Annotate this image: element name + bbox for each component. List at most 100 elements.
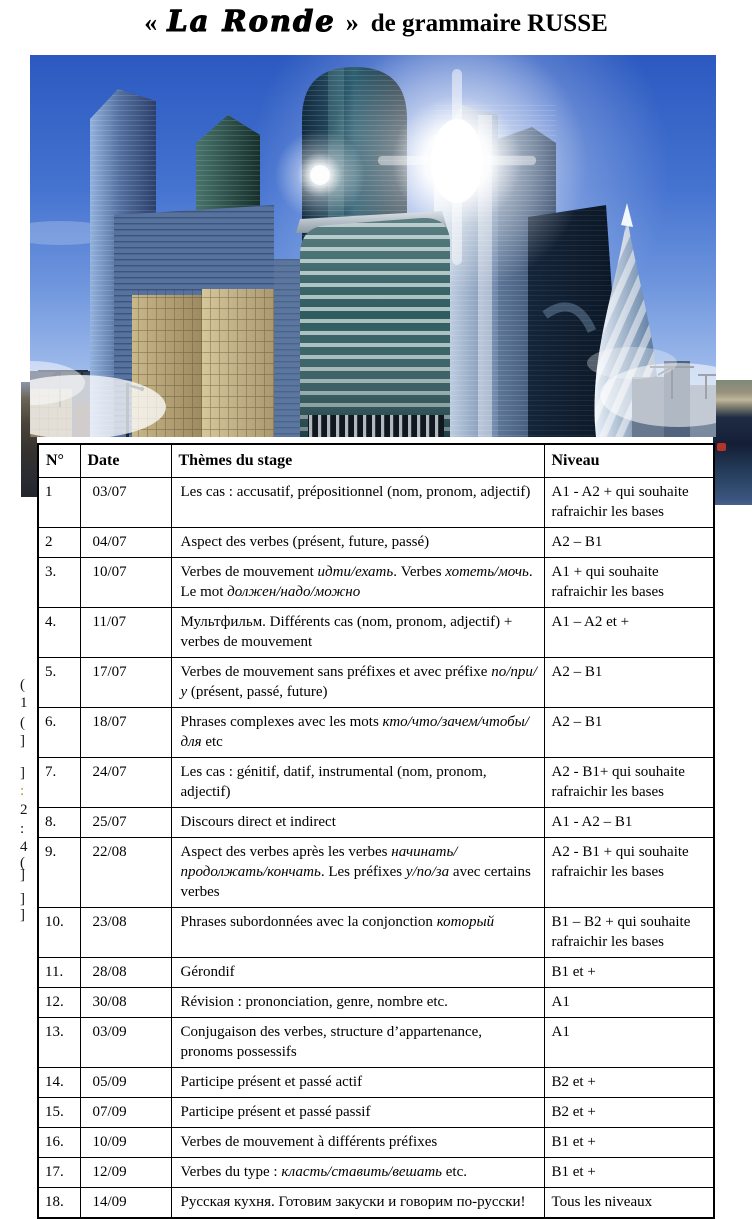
schedule-table: N° Date Thèmes du stage Niveau 1 03/07 Les ca…	[37, 443, 715, 1219]
header-num: N°	[37, 443, 81, 478]
cell-num: 10.	[37, 907, 81, 958]
theme-russian-italic: класть/ставить/вешать	[281, 1164, 442, 1180]
cell-num: 2	[37, 527, 81, 558]
theme-text: Мультфильм. Différents cas (nom, pronom,…	[180, 614, 513, 650]
theme-text: Verbes de mouvement	[180, 564, 318, 580]
cell-date: 05/09	[79, 1067, 172, 1098]
theme-text: Participe présent et passé actif	[180, 1074, 363, 1090]
header-theme: Thèmes du stage	[170, 443, 545, 478]
cell-theme: Les cas : accusatif, prépositionnel (nom…	[170, 477, 545, 528]
cell-theme: Phrases complexes avec les mots кто/что/…	[170, 707, 545, 758]
table-row: 12. 30/08 Révision : prononciation, genre,…	[37, 987, 715, 1018]
cell-date: 03/09	[79, 1017, 172, 1068]
theme-text: . Le mot	[180, 564, 533, 600]
text-fragment: 2	[20, 802, 28, 818]
cell-date: 10/07	[79, 557, 172, 608]
table-row: 5. 17/07 Verbes de mouvement sans préfixes…	[37, 657, 715, 708]
text-fragment: ]	[20, 891, 25, 907]
cell-num: 17.	[37, 1157, 81, 1188]
title-close-quote: »	[345, 8, 359, 37]
theme-text: Les cas : génitif, datif, instrumental (…	[180, 764, 487, 800]
cell-date: 07/09	[79, 1097, 172, 1128]
cell-niveau: A1 - A2 – B1	[543, 807, 715, 838]
cell-date: 11/07	[79, 607, 172, 658]
cell-num: 6.	[37, 707, 81, 758]
cell-num: 7.	[37, 757, 81, 808]
theme-russian-italic: хотеть/мочь	[445, 564, 529, 580]
theme-text: etc.	[442, 1164, 467, 1180]
table-row: 11. 28/08 Gérondif B1 et +	[37, 957, 715, 988]
cell-num: 3.	[37, 557, 81, 608]
moscow-city-photo	[30, 55, 716, 437]
table-row: 10. 23/08 Phrases subordonnées avec la con…	[37, 907, 715, 958]
text-fragment: 1	[20, 695, 28, 711]
cell-num: 5.	[37, 657, 81, 708]
theme-text: Phrases complexes avec les mots	[180, 714, 383, 730]
theme-text: Phrases subordonnées avec la conjonction	[180, 914, 437, 930]
text-fragment: ]	[20, 907, 25, 923]
cell-theme: Verbes de mouvement à différents préfixe…	[170, 1127, 545, 1158]
theme-russian-italic: у/по/за	[405, 864, 450, 880]
cell-date: 23/08	[79, 907, 172, 958]
cell-date: 17/07	[79, 657, 172, 708]
table-row: 13. 03/09 Conjugaison des verbes, structur…	[37, 1017, 715, 1068]
table-row: 16. 10/09 Verbes de mouvement à différents…	[37, 1127, 715, 1158]
header-date: Date	[79, 443, 172, 478]
header-niveau: Niveau	[543, 443, 715, 478]
cell-num: 8.	[37, 807, 81, 838]
cell-num: 9.	[37, 837, 81, 908]
table-row: 7. 24/07 Les cas : génitif, datif, instrum…	[37, 757, 715, 808]
theme-text: Aspect des verbes après les verbes	[180, 844, 392, 860]
cell-theme: Conjugaison des verbes, structure d’appa…	[170, 1017, 545, 1068]
cell-date: 25/07	[79, 807, 172, 838]
cell-date: 22/08	[79, 837, 172, 908]
title-brand: La Ronde	[167, 3, 336, 38]
cell-date: 04/07	[79, 527, 172, 558]
theme-text: . Verbes	[393, 564, 446, 580]
cell-niveau: A2 - B1+ qui souhaite rafraichir les bas…	[543, 757, 715, 808]
text-fragment: :	[20, 783, 25, 799]
cell-niveau: A1 - A2 + qui souhaite rafraichir les ba…	[543, 477, 715, 528]
theme-russian-italic: кто/что/зачем/чтобы/для	[180, 714, 530, 750]
cell-num: 15.	[37, 1097, 81, 1128]
cell-theme: Verbes de mouvement идти/ехать. Verbes х…	[170, 557, 545, 608]
text-fragment: (	[20, 715, 25, 731]
cell-theme: Les cas : génitif, datif, instrumental (…	[170, 757, 545, 808]
cell-date: 10/09	[79, 1127, 172, 1158]
cell-niveau: A2 – B1	[543, 707, 715, 758]
cell-num: 18.	[37, 1187, 81, 1219]
theme-russian-italic: должен/надо/можно	[227, 584, 361, 600]
theme-text: Русская кухня. Готовим закуски и говорим…	[180, 1194, 526, 1210]
text-fragment: ]	[20, 765, 25, 781]
document-page: { "title": { "prefix": "«", "brand": "La…	[20, 3, 752, 1219]
cell-theme: Verbes du type : класть/ставить/вешать e…	[170, 1157, 545, 1188]
theme-text: Aspect des verbes (présent, future, pass…	[180, 534, 430, 550]
cell-niveau: A1 – A2 et +	[543, 607, 715, 658]
text-fragment: ]	[20, 733, 25, 749]
table-row: 4. 11/07 Мультфильм. Différents cas (nom, …	[37, 607, 715, 658]
cell-niveau: A1 + qui souhaite rafraichir les bases	[543, 557, 715, 608]
table-row: 2 04/07 Aspect des verbes (présent, future…	[37, 527, 715, 558]
cell-num: 11.	[37, 957, 81, 988]
text-fragment: :	[20, 821, 25, 837]
cell-niveau: B2 et +	[543, 1067, 715, 1098]
cell-theme: Participe présent et passé passif	[170, 1097, 545, 1128]
cell-num: 4.	[37, 607, 81, 658]
cell-niveau: B1 et +	[543, 1127, 715, 1158]
text-fragment: 4	[20, 839, 28, 855]
table-row: 1 03/07 Les cas : accusatif, prépositionne…	[37, 477, 715, 528]
table-row: 6. 18/07 Phrases complexes avec les mots к…	[37, 707, 715, 758]
cell-date: 12/09	[79, 1157, 172, 1188]
schedule-table-head: N° Date Thèmes du stage Niveau	[37, 443, 715, 478]
theme-russian-italic: который	[436, 914, 495, 930]
header-row: N° Date Thèmes du stage Niveau	[37, 443, 715, 478]
cell-theme: Discours direct et indirect	[170, 807, 545, 838]
cell-niveau: A1	[543, 1017, 715, 1068]
schedule-table-body: 1 03/07 Les cas : accusatif, prépositionne…	[37, 477, 715, 1219]
text-fragment: ]	[20, 867, 25, 883]
table-row: 9. 22/08 Aspect des verbes après les verbe…	[37, 837, 715, 908]
theme-text: Verbes du type :	[180, 1164, 282, 1180]
photo-edge-sliver-right	[713, 380, 752, 505]
cell-date: 18/07	[79, 707, 172, 758]
theme-text: Verbes de mouvement sans préfixes et ave…	[180, 664, 492, 680]
